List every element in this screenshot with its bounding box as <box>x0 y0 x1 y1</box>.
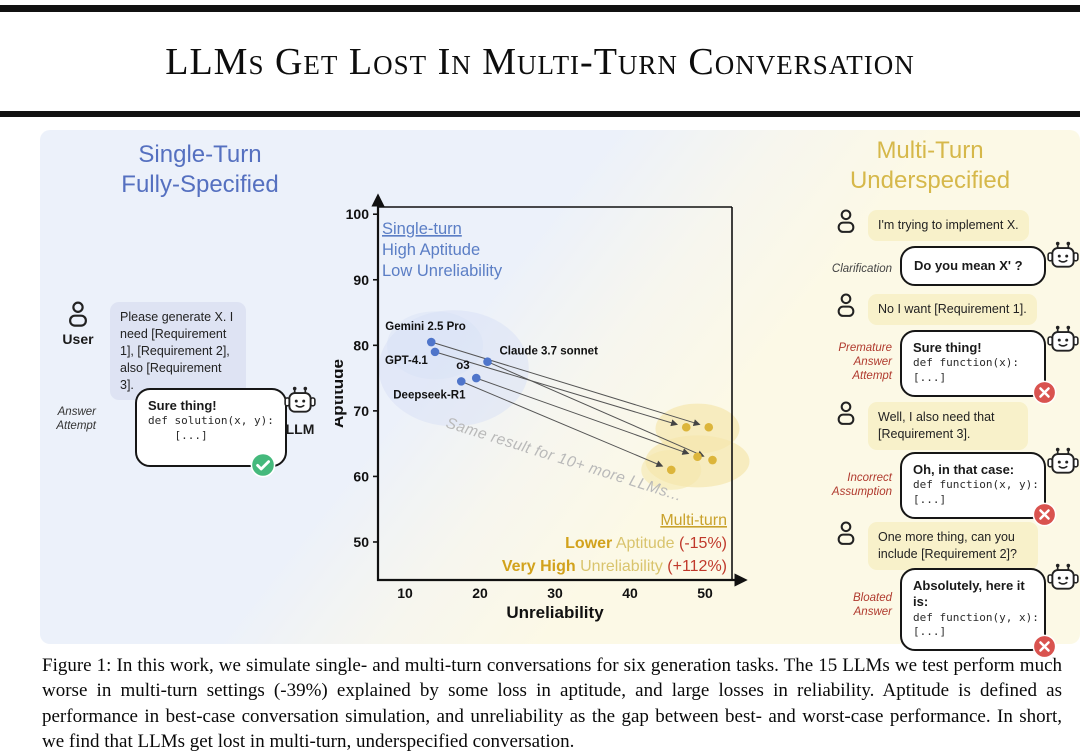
error-x-icon <box>1032 380 1057 405</box>
llm-label: LLM <box>285 421 315 437</box>
box-title: Absolutely, here it is: <box>913 578 1025 610</box>
clarification-text: Do you mean X' ? <box>914 258 1023 273</box>
aptitude-unreliability-chart: Same result for 10+ more LLMs...50607080… <box>335 193 750 622</box>
multi-turn-heading-line2: Underspecified <box>849 167 1011 194</box>
multi-turn-point <box>666 465 676 475</box>
model-label: Claude 3.7 sonnet <box>500 346 599 358</box>
paper-title: LLMs Get Lost In Multi-Turn Conversation <box>165 40 915 83</box>
left-user: User <box>56 300 100 347</box>
single-turn-cluster-blob <box>387 311 483 380</box>
model-label: Gemini 2.5 Pro <box>385 321 466 333</box>
y-tick-label: 90 <box>353 272 369 288</box>
code-line: [...] <box>913 624 947 638</box>
user-icon <box>833 208 859 236</box>
code-line: def function(x, y): <box>913 478 1039 492</box>
y-tick-label: 60 <box>353 468 369 484</box>
user-icon <box>833 520 859 548</box>
x-axis-label: Unreliability <box>506 603 604 622</box>
degradation-arrow <box>476 377 690 455</box>
user-icon <box>833 292 859 320</box>
multi-turn-point <box>704 422 714 432</box>
multi-turn-heading: Multi-Turn Underspecified <box>780 136 1080 196</box>
incorrect-assumption-box: Oh, in that case: def function(x, y): [.… <box>900 452 1046 519</box>
multi-turn-point <box>693 452 702 462</box>
code-line: [...] <box>913 492 947 506</box>
robot-icon <box>1046 562 1080 592</box>
success-check-icon <box>250 452 276 478</box>
robot-icon <box>1046 446 1080 476</box>
single-turn-point <box>483 357 492 367</box>
premature-answer-box: Sure thing! def function(x): [...] <box>900 330 1046 397</box>
single-turn-point <box>430 347 440 357</box>
single-turn-point <box>426 337 436 347</box>
code-line: def function(y, x): <box>913 610 1039 624</box>
user-message-bubble: Well, I also need that [Requirement 3]. <box>868 402 1028 450</box>
single-turn-point <box>471 373 481 383</box>
answer-attempt-label: Answer Attempt <box>56 406 96 432</box>
user-message-bubble: No I want [Requirement 1]. <box>868 294 1037 325</box>
y-tick-label: 50 <box>353 534 369 550</box>
single-turn-heading-line2: Fully-Specified <box>121 171 279 198</box>
single-turn-annotation: Single-turn <box>382 220 462 238</box>
user-icon <box>833 400 859 428</box>
multi-turn-annotation-line: Lower Aptitude (-15%) <box>565 535 727 552</box>
clarification-label: Clarification <box>831 263 892 275</box>
model-label: o3 <box>456 360 469 372</box>
degradation-arrow <box>461 380 664 468</box>
clarification-box: Do you mean X' ? <box>900 246 1046 287</box>
y-axis-label: Aptitude <box>335 359 347 428</box>
multi-turn-annotation-line: Very High Unreliability (+112%) <box>502 558 727 575</box>
y-tick-label: 100 <box>346 206 370 222</box>
single-turn-point <box>456 377 466 386</box>
x-tick-label: 10 <box>397 585 413 601</box>
code-line: def function(x): <box>913 356 1019 370</box>
single-turn-cluster-blob <box>378 310 529 427</box>
single-turn-heading: Single-Turn Fully-Specified <box>40 140 360 200</box>
answer-title: Sure thing! <box>148 398 217 413</box>
user-message-bubble: One more thing, can you include [Require… <box>868 522 1038 570</box>
robot-icon <box>283 385 317 415</box>
left-answer-box: Sure thing! def solution(x, y): [...] <box>135 388 287 467</box>
degradation-arrow <box>431 341 701 427</box>
title-bottom-rule <box>0 111 1080 117</box>
multi-turn-conversation: I'm trying to implement X. Clarification… <box>780 130 1080 644</box>
bloated-answer-label: Bloated Answer <box>852 592 892 618</box>
x-tick-label: 40 <box>622 585 638 601</box>
left-user-message-bubble: Please generate X. I need [Requirement 1… <box>110 302 246 401</box>
single-turn-heading-line1: Single-Turn <box>138 141 262 168</box>
box-title: Oh, in that case: <box>913 462 1015 477</box>
x-tick-label: 20 <box>472 585 488 601</box>
x-tick-label: 30 <box>547 585 563 601</box>
figure-1-graphic: Single-Turn Fully-Specified User Please … <box>40 130 1080 644</box>
answer-code-line1: def solution(x, y): <box>148 414 274 428</box>
multi-turn-heading-line1: Multi-Turn <box>876 137 984 164</box>
robot-icon <box>1046 324 1080 354</box>
model-label: GPT-4.1 <box>385 355 428 367</box>
bloated-answer-box: Absolutely, here it is: def function(y, … <box>900 568 1046 651</box>
error-x-icon <box>1032 502 1057 527</box>
top-rule <box>0 5 1080 12</box>
single-turn-annotation: Low Unreliability <box>382 262 503 280</box>
user-icon <box>64 300 92 330</box>
multi-turn-annotation-title: Multi-turn <box>660 512 727 529</box>
x-tick-label: 50 <box>697 585 713 601</box>
answer-code-line2: [...] <box>148 428 208 442</box>
y-tick-label: 70 <box>353 403 369 419</box>
degradation-arrow <box>434 351 679 427</box>
user-label: User <box>62 331 94 347</box>
code-line: [...] <box>913 370 947 384</box>
premature-answer-label: Premature Answer Attempt <box>838 342 892 382</box>
multi-turn-point <box>681 422 691 432</box>
robot-icon <box>1046 240 1080 270</box>
incorrect-assumption-label: Incorrect Assumption <box>831 472 892 498</box>
multi-turn-point <box>708 455 717 465</box>
degradation-arrow <box>487 361 705 457</box>
single-turn-annotation: High Aptitude <box>382 241 480 259</box>
left-llm: LLM <box>278 385 322 437</box>
user-message-bubble: I'm trying to implement X. <box>868 210 1029 241</box>
model-label: Deepseek-R1 <box>393 389 466 401</box>
y-tick-label: 80 <box>353 337 369 353</box>
box-title: Sure thing! <box>913 340 982 355</box>
figure-caption: Figure 1: In this work, we simulate sing… <box>42 655 1062 752</box>
